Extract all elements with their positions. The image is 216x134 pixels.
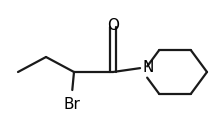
- Text: O: O: [107, 18, 119, 33]
- Text: N: N: [142, 59, 154, 75]
- Text: Br: Br: [64, 97, 80, 112]
